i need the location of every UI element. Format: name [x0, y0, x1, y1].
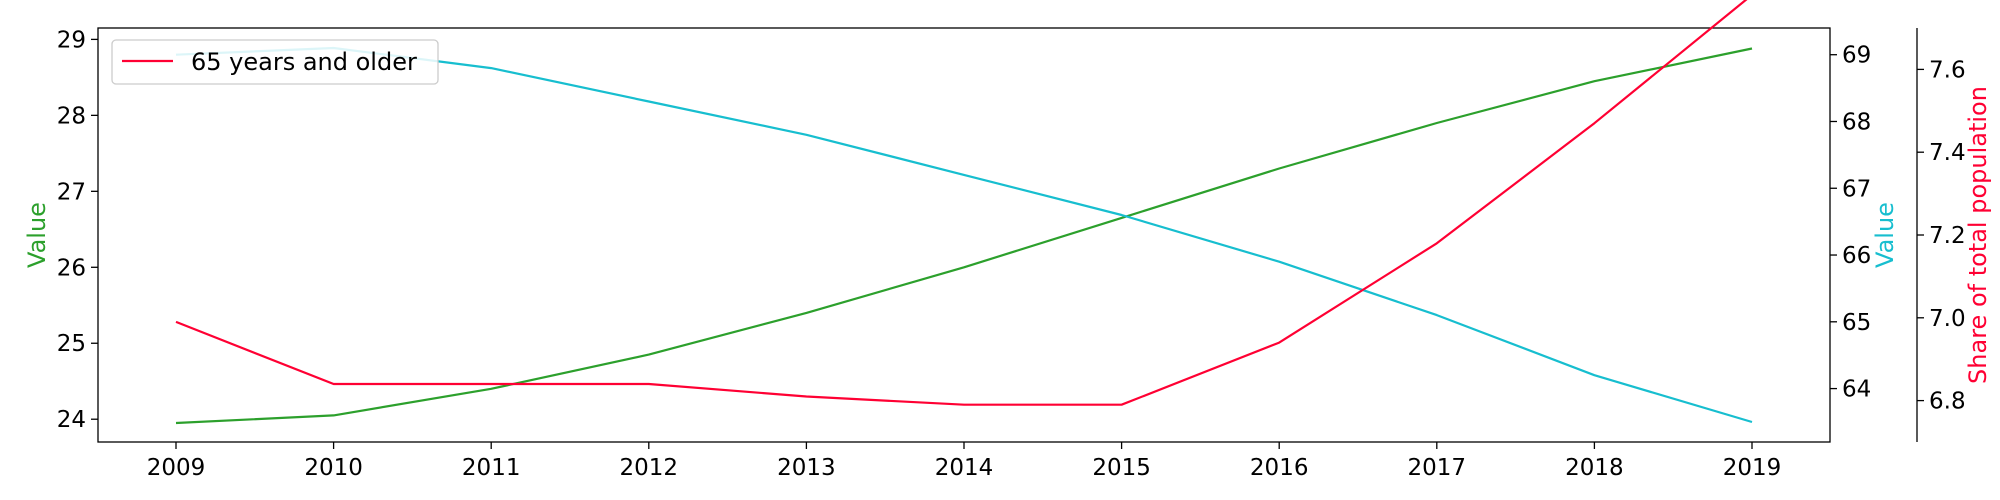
x-tick-label-2015: 2015: [1092, 455, 1151, 481]
left-axis-title: Value: [23, 202, 51, 268]
left-tick-label-26: 26: [57, 255, 86, 281]
plot-frame: [97, 27, 1831, 443]
series-line-65-years-and-older: [175, 0, 1748, 406]
series-line-left-axis: [175, 47, 1753, 425]
right-tick-label-69: 69: [1842, 43, 1871, 69]
x-tick-label-2009: 2009: [147, 455, 206, 481]
lines-layer: [175, 0, 1753, 425]
legend: 65 years and older: [111, 39, 439, 85]
x-tick-label-2011: 2011: [462, 455, 521, 481]
right-tick-label-67: 67: [1842, 176, 1871, 202]
outer-tick-label-7.0: 7.0: [1929, 306, 1966, 332]
x-tick-label-2019: 2019: [1723, 455, 1782, 481]
right-tick-label-65: 65: [1842, 310, 1871, 336]
series-line-right-axis: [175, 46, 1753, 424]
x-tick-label-2017: 2017: [1408, 455, 1467, 481]
left-tick-label-29: 29: [57, 27, 86, 53]
left-tick-label-25: 25: [57, 331, 86, 357]
right-tick-label-66: 66: [1842, 243, 1871, 269]
outer-tick-label-6.8: 6.8: [1929, 389, 1966, 415]
x-tick-label-2012: 2012: [620, 455, 679, 481]
right-tick-label-64: 64: [1842, 377, 1871, 403]
x-tick-label-2013: 2013: [777, 455, 836, 481]
x-tick-label-2014: 2014: [935, 455, 994, 481]
outer-tick-label-7.4: 7.4: [1929, 140, 1966, 166]
right-axis-title: Value: [1871, 202, 1899, 268]
left-tick-label-27: 27: [57, 179, 86, 205]
outer-tick-label-7.2: 7.2: [1929, 223, 1966, 249]
x-tick-label-2016: 2016: [1250, 455, 1309, 481]
x-tick-label-2018: 2018: [1565, 455, 1624, 481]
legend-label-65-years-and-older: 65 years and older: [191, 48, 417, 76]
axes-layer: 2009 2010 2011 2012 2013 2014 2015 2016 2017 2018…: [23, 27, 1992, 481]
left-tick-label-28: 28: [57, 103, 86, 129]
left-tick-label-24: 24: [57, 407, 86, 433]
x-tick-label-2010: 2010: [304, 455, 363, 481]
outer-axis-title: Share of total population: [1964, 86, 1992, 384]
outer-tick-label-7.6: 7.6: [1929, 57, 1966, 83]
right-tick-label-68: 68: [1842, 109, 1871, 135]
legend-box: [111, 39, 439, 85]
